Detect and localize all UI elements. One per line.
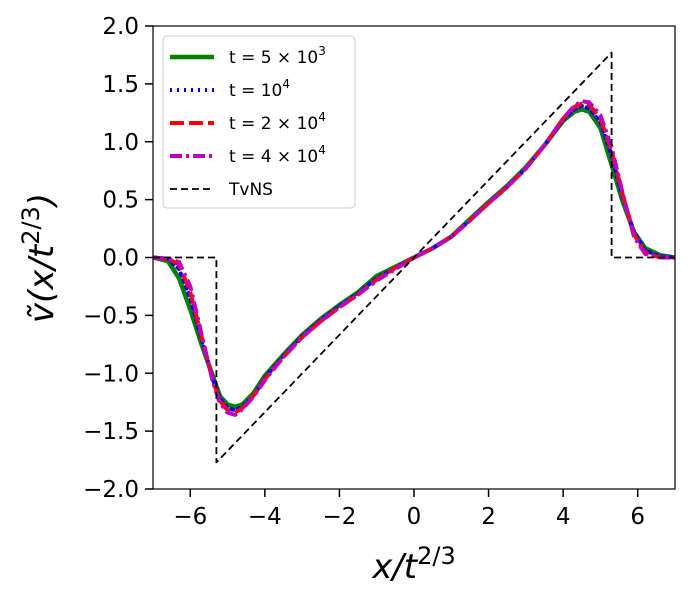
y-tick-label-7: 1.5 [102,72,139,98]
y-tick-label-6: 1.0 [102,130,139,156]
y-axis-label: ṽ(x/t2/3) [17,193,62,323]
x-tick-label-2: −2 [322,504,356,530]
x-axis-label-exponent: 2/3 [417,542,456,570]
legend-label-base-0: t = 5 × 10 [229,48,318,68]
y-tick-label-5: 0.5 [102,188,139,214]
x-tick-label-5: 4 [556,504,571,530]
y-tick-label-0: −2.0 [83,477,139,503]
legend-label-exp-2: 4 [318,110,326,124]
y-tick-label-3: −0.5 [83,303,139,329]
x-axis-label-base: x/t [371,547,419,587]
legend-label-1: t = 104 [229,77,290,101]
y-axis-label-prefix: ṽ(x/t [22,243,62,323]
ticks-layer: −6 −4 −2 0 2 4 6 −2.0 −1.5 −1.0 −0.5 0.0 0.5 1.0 1.5 2.… [83,14,645,530]
legend-label-4: TvNS [228,180,273,200]
legend-label-exp-3: 4 [318,143,326,157]
legend-box [162,35,356,209]
x-tick-label-0: −6 [173,504,207,530]
y-axis-label-suffix: ) [22,193,62,209]
y-tick-label-1: −1.5 [83,419,139,445]
x-axis-label: x/t2/3 [371,542,456,587]
legend-label-0: t = 5 × 103 [229,44,326,68]
x-tick-label-1: −4 [248,504,282,530]
legend-label-base-1: t = 10 [229,81,282,101]
legend-label-base-4: TvNS [228,180,273,200]
y-tick-label-2: −1.0 [83,361,139,387]
legend-label-2: t = 2 × 104 [229,110,326,134]
y-tick-label-8: 2.0 [102,14,139,40]
x-tick-label-3: 0 [407,504,422,530]
x-tick-label-6: 6 [630,504,645,530]
legend-label-base-3: t = 4 × 10 [229,147,318,167]
series-layer [153,51,675,464]
axis-labels: x/t2/3ṽ(x/t2/3) [17,193,456,587]
y-axis-label-exponent: 2/3 [17,206,45,245]
x-tick-label-4: 2 [481,504,496,530]
y-tick-label-4: 0.0 [102,246,139,272]
legend-label-exp-1: 4 [282,77,290,91]
series-line-4 [153,51,675,464]
legend-label-3: t = 4 × 104 [229,143,326,167]
legend-label-exp-0: 3 [318,44,326,58]
legend-label-base-2: t = 2 × 10 [229,114,318,134]
series-line-3 [153,99,675,417]
